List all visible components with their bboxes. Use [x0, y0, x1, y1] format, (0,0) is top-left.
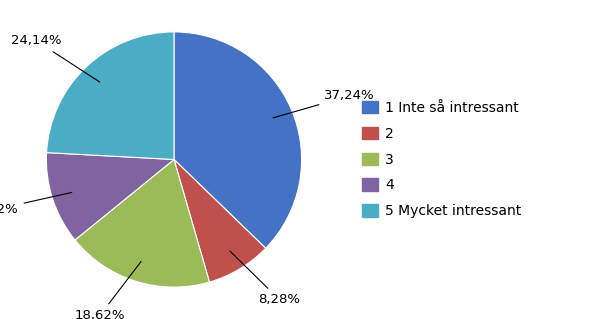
Wedge shape	[174, 160, 266, 282]
Text: 8,28%: 8,28%	[230, 251, 300, 306]
Wedge shape	[46, 152, 174, 240]
Wedge shape	[47, 32, 174, 160]
Wedge shape	[75, 160, 209, 287]
Text: 37,24%: 37,24%	[273, 89, 375, 118]
Wedge shape	[174, 32, 302, 248]
Text: 24,14%: 24,14%	[11, 34, 100, 82]
Text: 18,62%: 18,62%	[74, 262, 141, 319]
Text: 11,72%: 11,72%	[0, 192, 72, 217]
Legend: 1 Inte så intressant, 2, 3, 4, 5 Mycket intressant: 1 Inte så intressant, 2, 3, 4, 5 Mycket …	[356, 95, 527, 224]
